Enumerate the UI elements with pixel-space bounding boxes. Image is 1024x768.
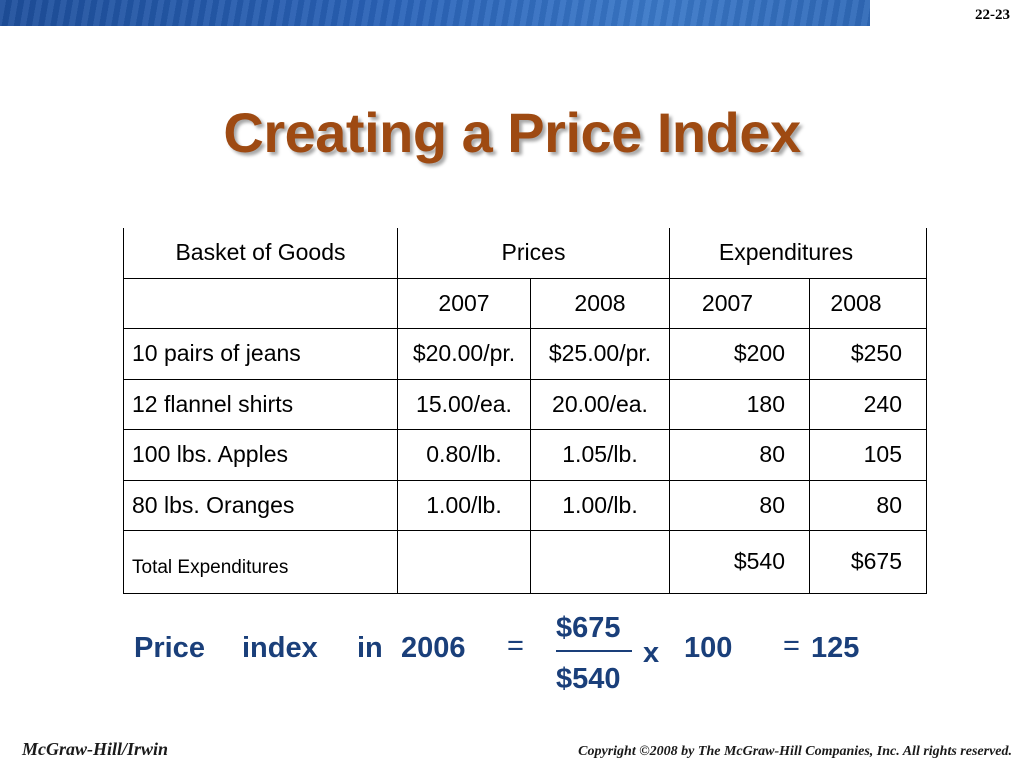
item-name: 80 lbs. Oranges	[123, 480, 398, 531]
expenditure-2008: $250	[809, 328, 927, 380]
formula-denominator: $540	[556, 663, 621, 695]
formula-multiplier: 100	[684, 632, 733, 664]
years-blank-cell	[123, 278, 398, 329]
expenditure-2007: $200	[669, 328, 810, 380]
formula-equals-sign: =	[507, 630, 524, 662]
expenditure-2007: 80	[669, 429, 810, 481]
item-name: 100 lbs. Apples	[123, 429, 398, 481]
price-2007: 1.00/lb.	[397, 480, 531, 531]
total-label: Total Expenditures	[123, 530, 398, 594]
price-2007: 0.80/lb.	[397, 429, 531, 481]
fraction-bar	[556, 650, 632, 652]
price-2007: $20.00/pr.	[397, 328, 531, 380]
header-bar	[0, 0, 870, 26]
slide-title: Creating a Price Index	[223, 101, 801, 164]
formula-word-index: index	[242, 632, 318, 664]
formula-times-sign: x	[643, 637, 660, 669]
year-exp-2008: 2008	[809, 278, 927, 329]
expenditure-2008: 240	[809, 379, 927, 430]
table-header-row: Basket of Goods Prices Expenditures	[123, 228, 927, 279]
formula-year: 2006	[401, 632, 466, 664]
formula-word-price: Price	[134, 632, 205, 664]
table-row: 100 lbs. Apples 0.80/lb. 1.05/lb. 80 105	[123, 429, 927, 481]
total-expenditure-2008: $675	[809, 530, 927, 594]
basket-table: Basket of Goods Prices Expenditures 2007…	[123, 228, 927, 594]
formula-numerator: $675	[556, 612, 621, 644]
slide-number: 22-23	[975, 7, 1010, 23]
copyright-notice: Copyright ©2008 by The McGraw-Hill Compa…	[578, 744, 1012, 759]
price-2007: 15.00/ea.	[397, 379, 531, 430]
expenditure-2008: 105	[809, 429, 927, 481]
price-2008: 1.00/lb.	[530, 480, 670, 531]
formula-result: 125	[811, 632, 860, 664]
item-name: 10 pairs of jeans	[123, 328, 398, 380]
table-row: 80 lbs. Oranges 1.00/lb. 1.00/lb. 80 80	[123, 480, 927, 531]
table-row: 12 flannel shirts 15.00/ea. 20.00/ea. 18…	[123, 379, 927, 430]
table-total-row: Total Expenditures $540 $675	[123, 530, 927, 594]
total-price-2007-blank	[397, 530, 531, 594]
price-2008: 1.05/lb.	[530, 429, 670, 481]
formula-equals-sign-2: =	[783, 630, 800, 662]
total-price-2008-blank	[530, 530, 670, 594]
year-price-2008: 2008	[530, 278, 670, 329]
table-years-row: 2007 2008 2007 2008	[123, 278, 927, 329]
total-expenditure-2007: $540	[669, 530, 810, 594]
price-2008: 20.00/ea.	[530, 379, 670, 430]
year-price-2007: 2007	[397, 278, 531, 329]
header-expenditures: Expenditures	[669, 228, 927, 279]
expenditure-2007: 180	[669, 379, 810, 430]
year-exp-2007: 2007	[669, 278, 810, 329]
expenditure-2007: 80	[669, 480, 810, 531]
formula-word-in: in	[357, 632, 383, 664]
publisher-name: McGraw-Hill/Irwin	[22, 739, 169, 759]
expenditure-2008: 80	[809, 480, 927, 531]
item-name: 12 flannel shirts	[123, 379, 398, 430]
table-row: 10 pairs of jeans $20.00/pr. $25.00/pr. …	[123, 328, 927, 380]
header-prices: Prices	[397, 228, 670, 279]
price-2008: $25.00/pr.	[530, 328, 670, 380]
header-basket-of-goods: Basket of Goods	[123, 228, 398, 279]
